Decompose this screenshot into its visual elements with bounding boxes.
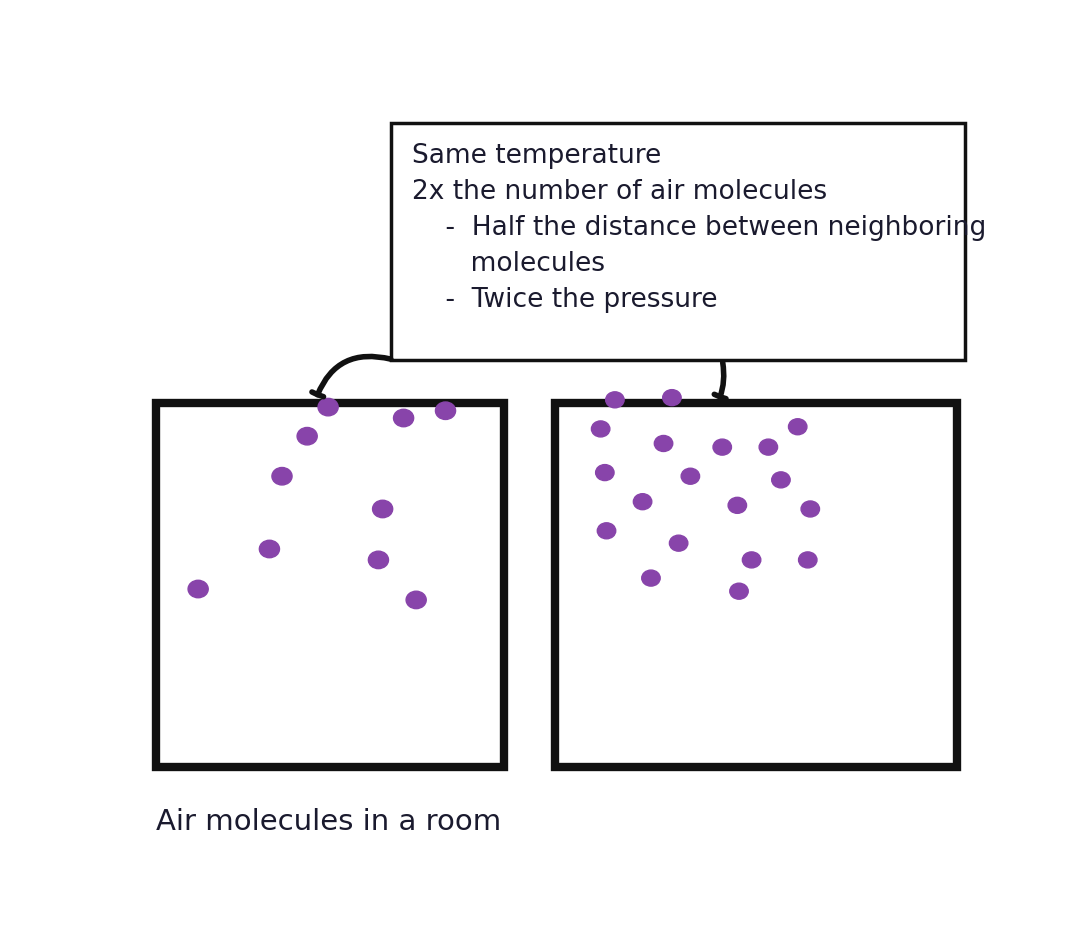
Circle shape: [771, 472, 790, 488]
Circle shape: [662, 390, 682, 406]
Circle shape: [272, 468, 292, 485]
Circle shape: [642, 570, 660, 586]
Circle shape: [729, 583, 749, 599]
FancyBboxPatch shape: [156, 404, 504, 767]
Circle shape: [670, 535, 688, 551]
Circle shape: [394, 410, 413, 428]
Circle shape: [592, 421, 610, 437]
Circle shape: [633, 494, 651, 510]
Circle shape: [298, 428, 317, 446]
Circle shape: [728, 497, 747, 514]
Circle shape: [606, 393, 624, 409]
Circle shape: [597, 523, 616, 539]
FancyBboxPatch shape: [391, 125, 965, 361]
Circle shape: [682, 469, 700, 484]
Circle shape: [760, 440, 778, 456]
Text: Air molecules in a room: Air molecules in a room: [156, 807, 501, 835]
Circle shape: [372, 500, 393, 518]
Circle shape: [260, 541, 279, 558]
Circle shape: [318, 399, 339, 416]
Circle shape: [435, 402, 456, 420]
Circle shape: [801, 501, 819, 517]
Circle shape: [368, 551, 388, 569]
Circle shape: [188, 581, 208, 598]
Circle shape: [789, 419, 807, 435]
Circle shape: [595, 465, 615, 481]
Circle shape: [406, 592, 426, 609]
Circle shape: [713, 440, 731, 456]
Circle shape: [655, 436, 673, 452]
Circle shape: [742, 552, 761, 568]
Text: Same temperature
2x the number of air molecules
    -  Half the distance between: Same temperature 2x the number of air mo…: [412, 143, 986, 312]
Circle shape: [799, 552, 817, 568]
FancyBboxPatch shape: [555, 404, 956, 767]
